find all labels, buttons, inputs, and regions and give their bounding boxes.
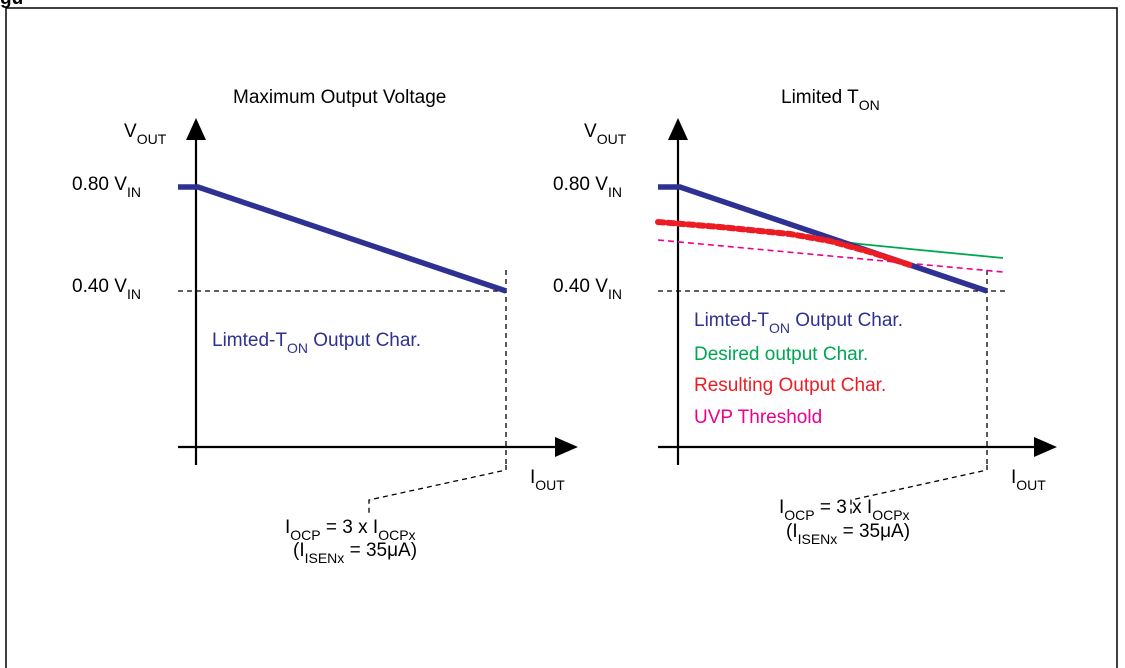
right-y-arrow <box>668 118 688 140</box>
left-ocp-line2: (IISENx = 35μA) <box>293 540 417 566</box>
right-y-label: VOUT <box>584 121 627 147</box>
left-x-arrow <box>555 437 578 457</box>
left-legend-limited-ton: Limted-TON Output Char. <box>212 330 421 356</box>
left-ocp-line1: IOCP = 3 x IOCPx <box>285 517 416 543</box>
right-panel-title: Limited TON <box>781 87 880 113</box>
right-uvp-threshold-line <box>657 239 1004 273</box>
right-legend-resulting: Resulting Output Char. <box>694 375 886 396</box>
right-legend-uvp: UVP Threshold <box>694 407 822 428</box>
right-ocp-leader <box>850 465 988 516</box>
left-tick-high: 0.80 VIN <box>72 174 141 200</box>
left-y-arrow <box>186 118 206 140</box>
left-panel: Maximum Output Voltage VOUT IOUT 0.80 VI… <box>72 87 578 566</box>
right-tick-high: 0.80 VIN <box>553 174 622 200</box>
right-panel: Limited TON VOUT IOUT 0.80 VIN 0.40 VIN … <box>553 87 1057 547</box>
header-partial-text: gu <box>0 0 23 9</box>
figure-border <box>5 7 1118 668</box>
right-ocp-line2: (IISENx = 35μA) <box>786 521 910 547</box>
left-ocp-leader <box>368 465 507 516</box>
left-y-label: VOUT <box>124 121 167 147</box>
right-tick-low: 0.40 VIN <box>553 276 622 302</box>
left-x-label: IOUT <box>530 467 565 493</box>
right-x-label: IOUT <box>1011 467 1046 493</box>
left-tick-low: 0.40 VIN <box>72 276 141 302</box>
right-legend-limited-ton: Limted-TON Output Char. <box>694 310 903 336</box>
right-ocp-line1: IOCP = 3 x IOCPx <box>779 497 910 523</box>
right-x-arrow <box>1034 437 1057 457</box>
right-resulting-line <box>655 219 913 268</box>
right-legend-desired: Desired output Char. <box>694 344 868 365</box>
left-panel-title: Maximum Output Voltage <box>233 87 446 108</box>
left-limited-ton-line <box>178 184 507 294</box>
